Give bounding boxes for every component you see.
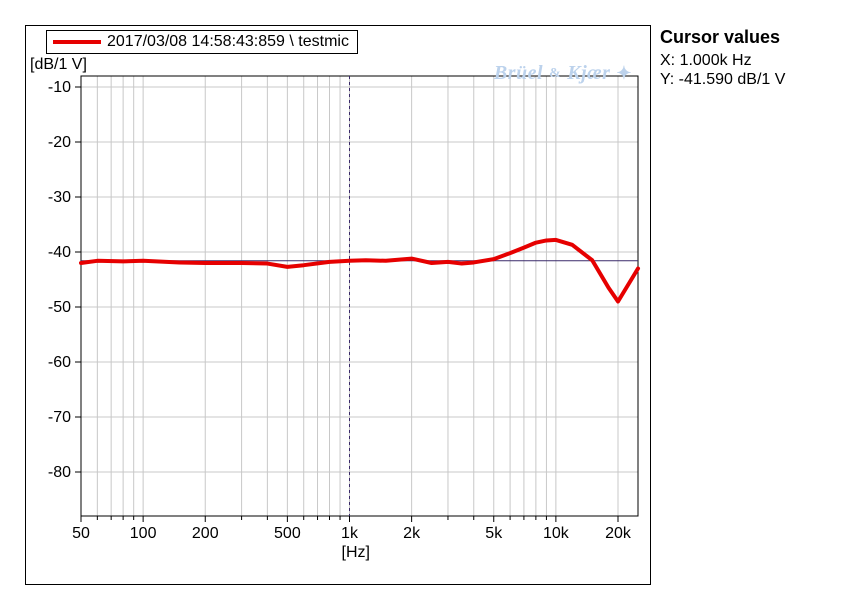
svg-text:-30: -30 [48,189,71,206]
cursor-values-panel: Cursor values X: 1.000k Hz Y: -41.590 dB… [660,25,840,90]
svg-text:500: 500 [274,525,301,542]
svg-text:-40: -40 [48,244,71,261]
svg-text:-20: -20 [48,134,71,151]
svg-text:200: 200 [192,525,219,542]
svg-text:1k: 1k [341,525,359,542]
chart-svg[interactable]: 50 100 200 500 1k 2k 5k 10k 20k -10 -20 -30 -40 -50 -6… [26,26,652,586]
cursor-x-value: X: 1.000k Hz [660,52,840,70]
svg-text:100: 100 [130,525,157,542]
legend-label: 2017/03/08 14:58:43:859 \ testmic [107,33,349,51]
watermark: Brüel & Kjær ✦ [494,62,632,85]
svg-text:-60: -60 [48,354,71,371]
legend-box: 2017/03/08 14:58:43:859 \ testmic [46,30,358,54]
svg-text:20k: 20k [605,525,632,542]
svg-text:-10: -10 [48,79,71,96]
cursor-values-heading: Cursor values [660,27,840,48]
watermark-text-b: Kjær [567,62,610,85]
svg-text:10k: 10k [543,525,570,542]
watermark-amp: & [549,66,561,82]
watermark-text-a: Brüel [494,62,543,85]
chart-panel: 2017/03/08 14:58:43:859 \ testmic Brüel … [25,25,651,585]
cursor-y-value: Y: -41.590 dB/1 V [660,71,840,89]
legend-swatch [53,40,101,44]
app-root: 2017/03/08 14:58:43:859 \ testmic Brüel … [0,0,847,611]
svg-text:-80: -80 [48,464,71,481]
sparkle-icon: ✦ [616,63,632,84]
svg-text:-50: -50 [48,299,71,316]
svg-text:-70: -70 [48,409,71,426]
svg-text:5k: 5k [485,525,503,542]
svg-text:2k: 2k [403,525,421,542]
svg-text:50: 50 [72,525,90,542]
